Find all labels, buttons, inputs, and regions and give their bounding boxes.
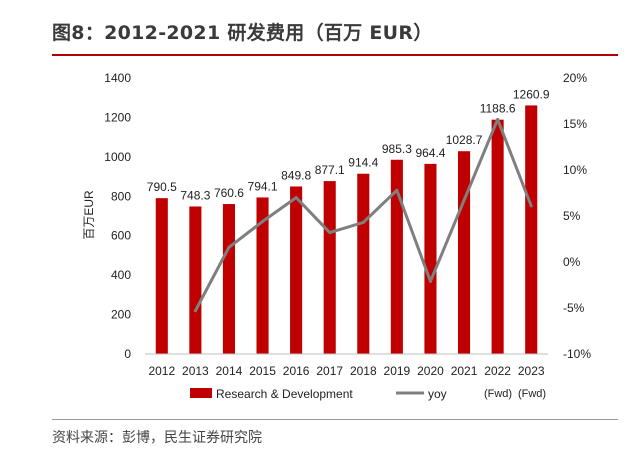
bar-2021 [457,151,471,354]
legend-swatch-bar [190,388,212,398]
bar-value-label: 1028.7 [446,133,483,147]
x-tick-label: 2021 [451,364,478,378]
bar-2023 [525,105,538,354]
x-tick-label: 2014 [216,364,243,378]
y-axis-title: 百万EUR [82,190,96,240]
bar-2016 [290,186,303,354]
y-tick-label: 0 [124,347,131,361]
y2-tick-label: 15% [563,117,587,131]
yoy-point-2013 [193,309,197,313]
fwd-annotation-2022: (Fwd) [484,388,512,400]
bar-2013 [189,206,202,354]
bar-value-label: 964.4 [415,146,445,160]
bar-value-label: 1260.9 [513,87,550,101]
y-tick-label: 1200 [104,110,131,124]
legend: Research & Development yoy [190,387,447,401]
legend-label-bar: Research & Development [216,387,353,401]
y2-tick-label: 10% [563,163,587,177]
y-tick-label: 400 [111,268,131,282]
bar-value-label: 985.3 [382,142,412,156]
bar-value-label: 760.6 [214,186,244,200]
x-tick-label: 2013 [182,364,209,378]
x-tick-label: 2017 [316,364,343,378]
bar-2022 [491,119,504,355]
x-tick-label: 2016 [283,364,310,378]
bar-2012 [155,198,168,354]
bar-2017 [323,181,336,354]
yoy-point-2014 [227,245,231,249]
title-divider [52,54,618,56]
y2-tick-label: 5% [563,209,581,223]
bar-value-label: 877.1 [315,163,345,177]
bar-2014 [222,204,236,354]
x-tick-label: 2018 [350,364,377,378]
y-tick-label: 600 [111,229,131,243]
bar-2018 [357,173,370,354]
yoy-point-2017 [328,231,332,235]
y2-tick-label: -5% [563,301,585,315]
bar-value-label: 914.4 [348,156,378,170]
yoy-point-2018 [361,220,365,224]
yoy-point-2019 [395,188,399,192]
source-note: 资料来源：彭博，民生证券研究院 [52,430,262,446]
bar-2020 [424,163,437,354]
y-tick-label: 1000 [104,150,131,164]
yoy-point-2020 [428,279,432,283]
x-tick-label: 2020 [417,364,444,378]
yoy-point-2023 [529,204,533,208]
yoy-point-2016 [294,196,298,200]
y2-tick-label: -10% [563,347,591,361]
x-tick-label: 2023 [518,364,545,378]
yoy-point-2021 [462,198,466,202]
bar-value-label: 849.8 [281,168,311,182]
yoy-point-2015 [261,220,265,224]
y-tick-label: 1400 [104,71,131,85]
bar-value-label: 794.1 [248,179,278,193]
bar-value-label: 790.5 [147,180,177,194]
fwd-annotation-2023: (Fwd) [518,388,546,400]
y2-tick-label: 20% [563,71,587,85]
figure-title: 图8：2012-2021 研发费用（百万 EUR） [52,22,433,44]
x-tick-label: 2022 [484,364,511,378]
y2-tick-label: 0% [563,255,581,269]
y-tick-label: 200 [111,308,131,322]
bar-2019 [390,159,403,354]
x-tick-label: 2012 [148,364,175,378]
x-tick-label: 2019 [384,364,411,378]
footer-divider [52,419,618,420]
legend-label-line: yoy [428,387,447,401]
bar-value-label: 1188.6 [480,102,516,116]
bar-value-label: 748.3 [180,188,210,202]
y-tick-label: 800 [111,189,131,203]
x-tick-label: 2015 [249,364,276,378]
yoy-point-2022 [496,117,500,121]
bar-2015 [256,197,269,354]
